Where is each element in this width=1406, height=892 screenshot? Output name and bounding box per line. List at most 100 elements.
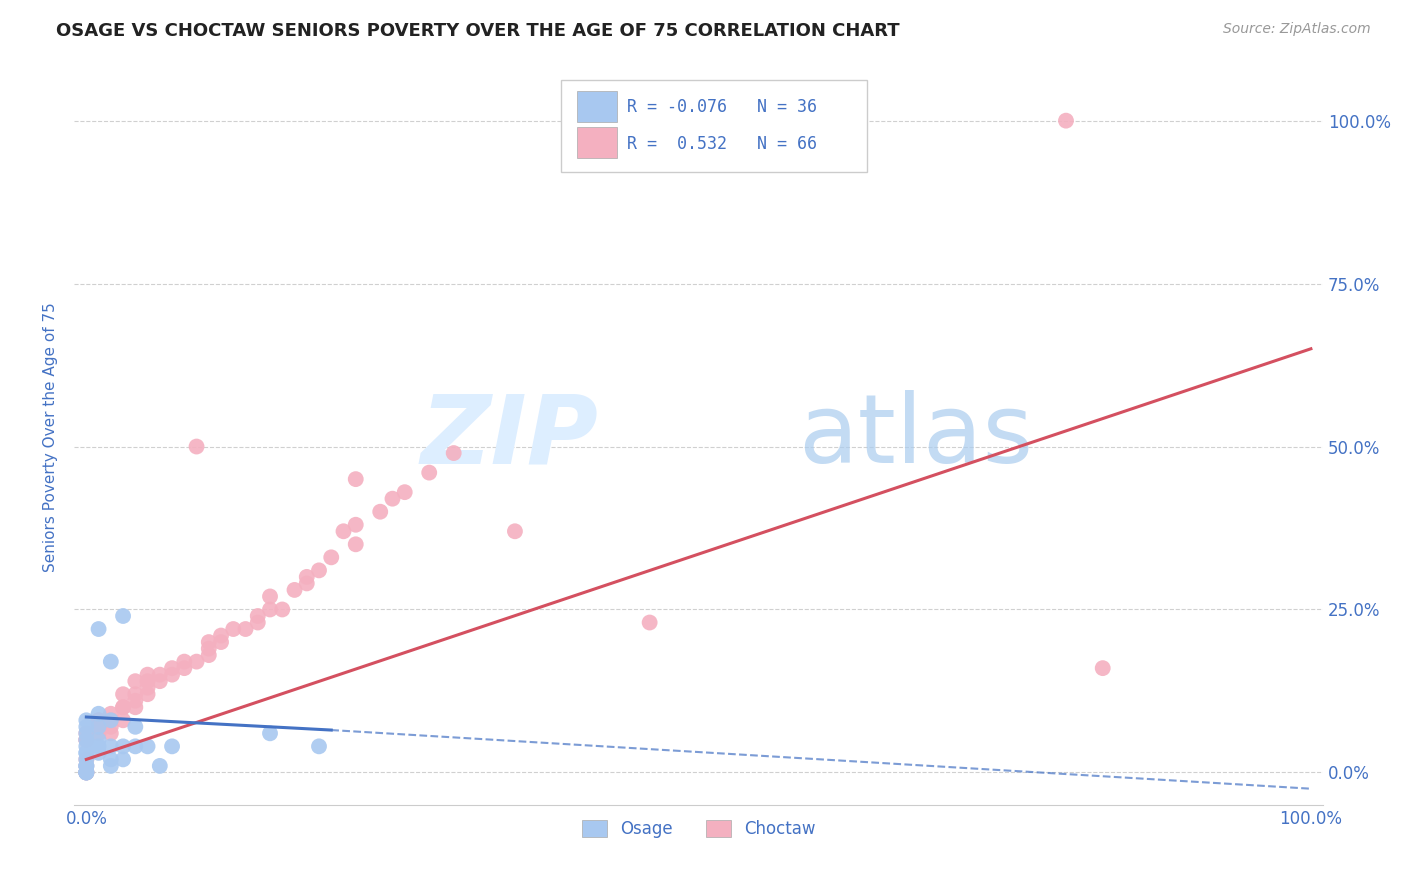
Point — [75, 765, 97, 780]
Point — [136, 739, 159, 754]
Point — [149, 674, 172, 689]
Point — [75, 752, 97, 766]
Y-axis label: Seniors Poverty Over the Age of 75: Seniors Poverty Over the Age of 75 — [44, 301, 58, 572]
Point — [87, 732, 110, 747]
Point — [100, 713, 122, 727]
Point — [75, 765, 97, 780]
Text: R = -0.076   N = 36: R = -0.076 N = 36 — [627, 98, 817, 116]
Point — [209, 629, 232, 643]
Point — [75, 759, 97, 773]
Point — [136, 681, 159, 695]
Point — [75, 726, 97, 740]
Point — [75, 720, 97, 734]
Point — [112, 687, 135, 701]
Point — [222, 622, 245, 636]
Text: R =  0.532   N = 66: R = 0.532 N = 66 — [627, 135, 817, 153]
Point — [308, 563, 330, 577]
Point — [259, 602, 281, 616]
Point — [173, 661, 195, 675]
Point — [283, 582, 305, 597]
Point — [100, 759, 122, 773]
Point — [112, 713, 135, 727]
Point — [186, 440, 208, 454]
Point — [418, 466, 440, 480]
Point — [124, 739, 146, 754]
Point — [87, 622, 110, 636]
Point — [198, 641, 221, 656]
Point — [124, 694, 146, 708]
Point — [503, 524, 526, 539]
Point — [100, 720, 122, 734]
Point — [87, 739, 110, 754]
Point — [344, 537, 367, 551]
Point — [344, 517, 367, 532]
Point — [381, 491, 404, 506]
Point — [87, 713, 110, 727]
Point — [160, 667, 183, 681]
Point — [75, 759, 97, 773]
Point — [75, 746, 97, 760]
Point — [100, 706, 122, 721]
Point — [638, 615, 661, 630]
Point — [160, 661, 183, 675]
Point — [368, 505, 391, 519]
Point — [112, 739, 135, 754]
Point — [344, 472, 367, 486]
Point — [75, 752, 97, 766]
Point — [75, 759, 97, 773]
Point — [271, 602, 294, 616]
Point — [1091, 661, 1114, 675]
Point — [75, 746, 97, 760]
Text: OSAGE VS CHOCTAW SENIORS POVERTY OVER THE AGE OF 75 CORRELATION CHART: OSAGE VS CHOCTAW SENIORS POVERTY OVER TH… — [56, 22, 900, 40]
Point — [87, 746, 110, 760]
Point — [124, 674, 146, 689]
Point — [124, 700, 146, 714]
Point — [160, 739, 183, 754]
Text: Source: ZipAtlas.com: Source: ZipAtlas.com — [1223, 22, 1371, 37]
Point — [149, 759, 172, 773]
Point — [75, 739, 97, 754]
Point — [443, 446, 465, 460]
FancyBboxPatch shape — [578, 91, 617, 121]
Point — [75, 765, 97, 780]
Point — [124, 720, 146, 734]
Text: atlas: atlas — [799, 391, 1033, 483]
Legend: Osage, Choctaw: Osage, Choctaw — [575, 813, 823, 845]
Point — [112, 700, 135, 714]
Point — [394, 485, 416, 500]
Point — [1054, 113, 1077, 128]
Point — [87, 713, 110, 727]
Point — [100, 752, 122, 766]
Point — [75, 765, 97, 780]
Point — [87, 720, 110, 734]
Point — [259, 590, 281, 604]
Point — [332, 524, 354, 539]
Point — [75, 713, 97, 727]
FancyBboxPatch shape — [578, 128, 617, 159]
Point — [295, 570, 318, 584]
Point — [75, 732, 97, 747]
Point — [198, 648, 221, 662]
Point — [136, 667, 159, 681]
Point — [308, 739, 330, 754]
Point — [75, 732, 97, 747]
Point — [100, 726, 122, 740]
Point — [100, 739, 122, 754]
Point — [100, 713, 122, 727]
Point — [100, 655, 122, 669]
Point — [124, 687, 146, 701]
Point — [295, 576, 318, 591]
Point — [321, 550, 343, 565]
Point — [186, 655, 208, 669]
Point — [198, 635, 221, 649]
Point — [235, 622, 257, 636]
Point — [75, 732, 97, 747]
Point — [246, 615, 269, 630]
Point — [259, 726, 281, 740]
Point — [136, 687, 159, 701]
FancyBboxPatch shape — [561, 79, 868, 171]
Point — [149, 667, 172, 681]
Point — [87, 720, 110, 734]
Point — [87, 726, 110, 740]
Point — [75, 759, 97, 773]
